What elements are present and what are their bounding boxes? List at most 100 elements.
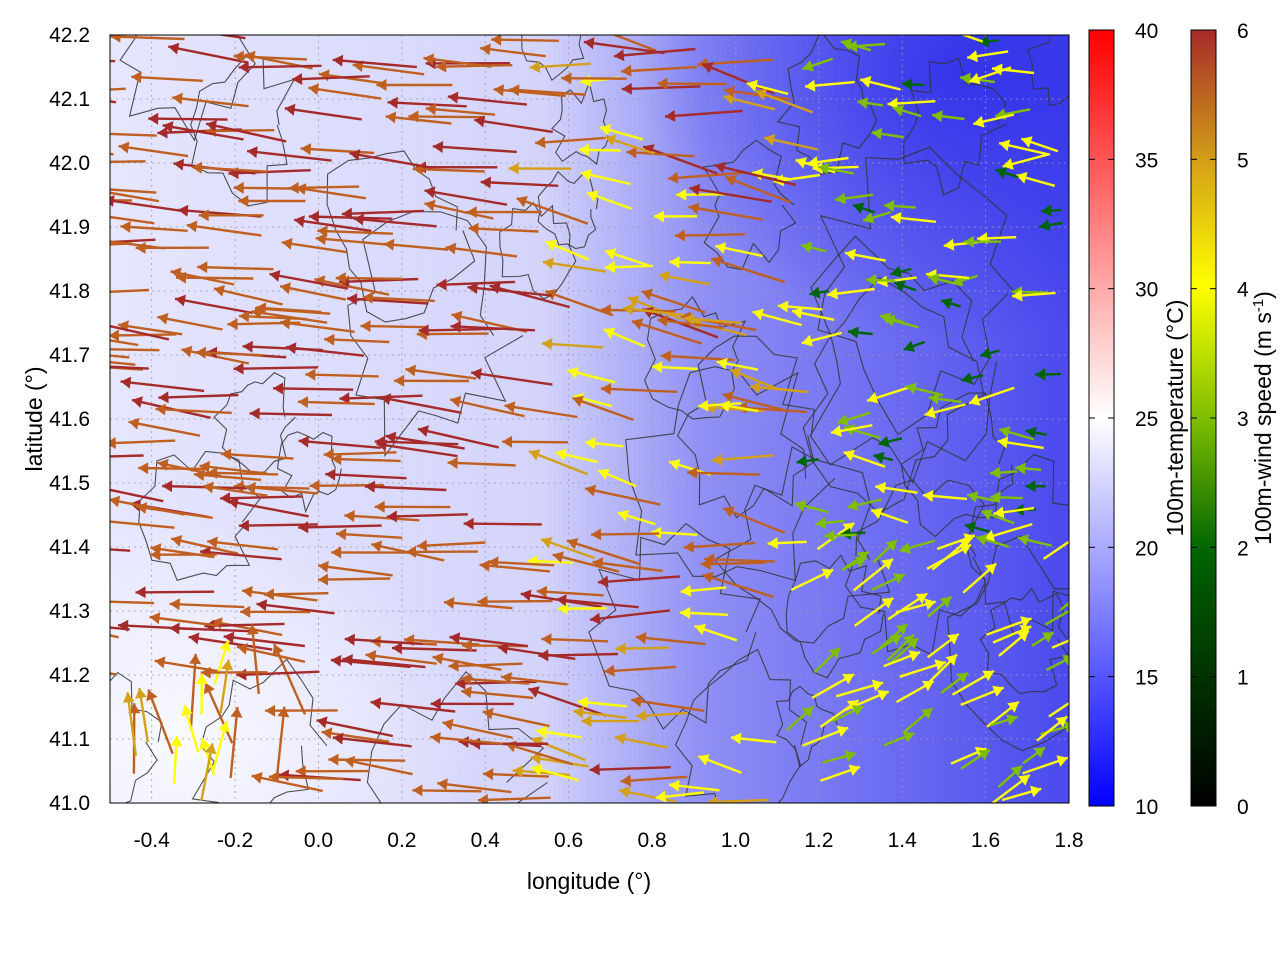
wind-vector-head xyxy=(199,460,211,473)
wind-vector-head xyxy=(99,516,110,528)
wind-vector-head xyxy=(1002,158,1014,170)
wind-vector xyxy=(227,321,301,326)
wind-vector-head xyxy=(1071,591,1083,602)
wind-vector-head xyxy=(860,76,872,88)
wind-vector-head xyxy=(493,84,505,97)
wind-vector-head xyxy=(603,327,616,339)
wind-vector-head xyxy=(344,510,355,523)
wind-vector xyxy=(541,637,609,643)
wind-vector-head xyxy=(541,536,553,549)
wind-vector-head xyxy=(724,85,735,98)
wind-vector xyxy=(339,277,419,284)
wind-vector-head xyxy=(365,650,377,662)
wind-vector xyxy=(622,306,684,317)
wind-vector xyxy=(300,147,375,155)
contour-line xyxy=(276,431,342,514)
wind-vector-head xyxy=(480,176,491,189)
colorbar-tick-label: 40 xyxy=(1135,20,1158,43)
wind-vector xyxy=(110,454,144,458)
wind-vector-head xyxy=(170,267,182,280)
wind-vector-head xyxy=(992,63,1003,76)
wind-vector xyxy=(529,62,591,69)
wind-vector-head xyxy=(318,573,329,586)
wind-vector xyxy=(204,682,234,744)
wind-vector-head xyxy=(294,215,305,228)
wind-vector-head xyxy=(621,64,632,77)
wind-vector-head xyxy=(921,708,933,720)
wind-vector xyxy=(317,564,393,577)
wind-vector xyxy=(631,319,703,345)
wind-vector xyxy=(352,63,425,76)
wind-vector xyxy=(207,471,279,476)
wind-vector xyxy=(1045,656,1069,672)
wind-vector xyxy=(590,532,660,536)
wind-vector xyxy=(118,144,189,158)
wind-vector-head xyxy=(268,771,279,784)
wind-vector-head xyxy=(719,400,731,412)
y-tick-label: 41.2 xyxy=(49,664,90,687)
wind-vector xyxy=(370,700,456,713)
wind-vector xyxy=(412,789,482,793)
wind-vector xyxy=(589,766,671,772)
wind-vector xyxy=(474,118,553,134)
wind-vector-head xyxy=(567,367,579,379)
wind-vector-head xyxy=(432,141,444,153)
wind-vector-head xyxy=(364,480,375,493)
wind-vector-head xyxy=(423,53,435,66)
wind-vector xyxy=(436,63,513,68)
wind-vector xyxy=(391,646,477,652)
wind-vector xyxy=(723,88,791,101)
wind-vector xyxy=(242,345,323,352)
wind-vector xyxy=(482,772,549,778)
wind-vector-head xyxy=(842,673,854,685)
wind-vector-head xyxy=(330,654,342,667)
y-tick-label: 41.3 xyxy=(49,600,90,623)
wind-vector-head xyxy=(867,392,879,404)
wind-vector xyxy=(205,122,287,143)
wind-vector-head xyxy=(203,481,214,494)
wind-vector-head xyxy=(1075,530,1087,541)
wind-vector xyxy=(657,318,724,329)
wind-vector-head xyxy=(896,624,908,636)
wind-vector-head xyxy=(468,222,479,235)
wind-vector-head xyxy=(1006,714,1018,726)
colorbar-tick-label: 2 xyxy=(1237,537,1249,560)
wind-vector-head xyxy=(885,540,897,552)
wind-vector-head xyxy=(332,54,344,67)
wind-vector xyxy=(364,485,447,492)
wind-vector-head xyxy=(652,361,663,374)
wind-vector-head xyxy=(298,396,309,409)
wind-vector xyxy=(1051,639,1069,649)
wind-vector-head xyxy=(843,449,855,462)
wind-vector-head xyxy=(482,707,494,720)
wind-vector xyxy=(702,573,775,599)
wind-vector-head xyxy=(349,149,361,161)
wind-vector xyxy=(1044,609,1069,626)
wind-vector-head xyxy=(445,242,457,255)
wind-vector-head xyxy=(830,425,842,437)
wind-vector xyxy=(535,136,605,145)
wind-vector-head xyxy=(181,705,193,717)
wind-vector-head xyxy=(746,79,758,92)
wind-vector xyxy=(491,38,559,42)
wind-vector-head xyxy=(887,97,898,110)
wind-vector-head xyxy=(716,357,728,370)
wind-vector-head xyxy=(669,779,680,792)
wind-vector xyxy=(188,635,273,651)
wind-vector-head xyxy=(478,793,489,803)
wind-vector-head xyxy=(128,417,140,430)
wind-vector xyxy=(489,284,571,309)
wind-vector xyxy=(110,333,177,337)
wind-vector xyxy=(110,634,119,639)
wind-vector-head xyxy=(590,612,601,625)
wind-vector-head xyxy=(676,188,687,201)
wind-vector-head xyxy=(915,593,928,605)
wind-vector-head xyxy=(277,706,290,718)
contour-line xyxy=(802,277,987,514)
wind-vector-head xyxy=(812,162,823,175)
wind-vector xyxy=(110,498,185,516)
wind-vector xyxy=(213,287,283,306)
wind-vector-head xyxy=(240,605,251,618)
wind-vector-head xyxy=(837,414,849,426)
wind-vector-head xyxy=(584,21,596,32)
